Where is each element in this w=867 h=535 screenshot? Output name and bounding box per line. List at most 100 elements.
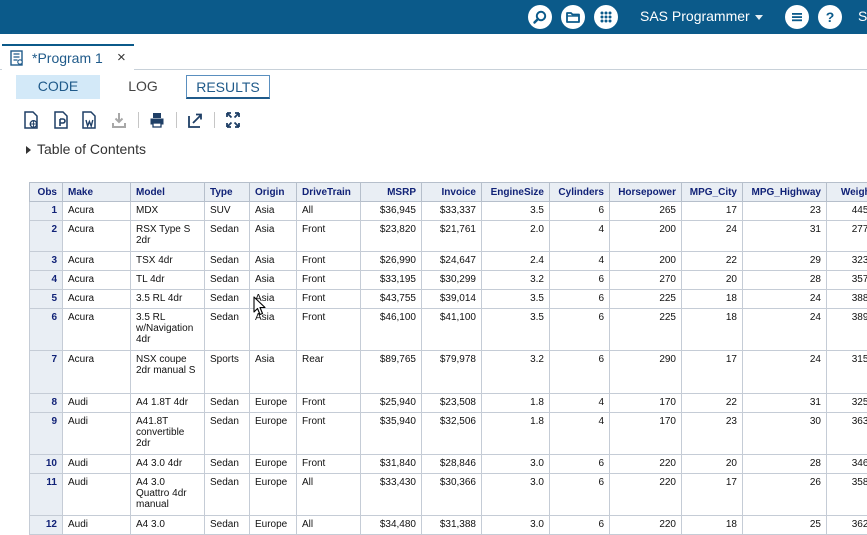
- column-header-invoice: Invoice: [421, 182, 482, 202]
- table-cell: 6: [549, 201, 610, 221]
- table-row: 4 Acura TL 4dr Sedan Asia Front $33,195 $30,299…: [29, 270, 867, 290]
- table-cell: Sedan: [204, 515, 250, 535]
- table-cell: 29: [742, 251, 827, 271]
- table-cell: 24: [742, 289, 827, 309]
- tab-results[interactable]: RESULTS: [186, 75, 270, 99]
- table-cell: Europe: [249, 454, 297, 474]
- table-cell: $36,945: [360, 201, 422, 221]
- truncated-menu-label[interactable]: S: [858, 8, 867, 24]
- table-cell: 170: [609, 393, 682, 413]
- table-cell: 4451: [826, 201, 867, 221]
- open-in-new-window-icon[interactable]: [186, 110, 204, 130]
- mouse-cursor-icon: [253, 296, 266, 316]
- table-cell: SUV: [204, 201, 250, 221]
- table-cell: 3252: [826, 393, 867, 413]
- table-cell: 28: [742, 270, 827, 290]
- table-cell: Sedan: [204, 289, 250, 309]
- user-menu[interactable]: SAS Programmer: [640, 8, 763, 24]
- download-icon[interactable]: [110, 110, 128, 130]
- table-row: 1 Acura MDX SUV Asia All $36,945 $33,337 3.5 6 265…: [29, 201, 867, 221]
- table-cell: Europe: [249, 393, 297, 413]
- table-cell: Audi: [62, 473, 131, 516]
- download-word-icon[interactable]: [80, 110, 98, 130]
- table-cell: Acura: [62, 220, 131, 252]
- table-cell: 3.5: [481, 308, 550, 351]
- table-cell: Front: [296, 251, 361, 271]
- results-table-container[interactable]: Obs Make Model Type Origin DriveTrain MS…: [29, 182, 867, 535]
- table-row: 2 Acura RSX Type S 2dr Sedan Asia Front $23,82…: [29, 220, 867, 252]
- table-cell: A4 3.0 Quattro 4dr manual: [130, 473, 205, 516]
- table-cell: 3.5 RL 4dr: [130, 289, 205, 309]
- table-cell: 1.8: [481, 393, 550, 413]
- table-cell: 2: [29, 220, 63, 252]
- table-cell: $39,014: [421, 289, 482, 309]
- download-pdf-icon[interactable]: [52, 110, 70, 130]
- maximize-icon[interactable]: [224, 110, 242, 130]
- print-icon[interactable]: [148, 110, 166, 130]
- table-cell: 26: [742, 473, 827, 516]
- table-cell: Asia: [249, 251, 297, 271]
- table-cell: RSX Type S 2dr: [130, 220, 205, 252]
- table-cell: 5: [29, 289, 63, 309]
- toolbar-divider: [138, 112, 139, 128]
- table-cell: Acura: [62, 201, 131, 221]
- folder-icon[interactable]: [561, 5, 585, 29]
- chevron-down-icon: [754, 14, 763, 20]
- table-cell: 24: [681, 220, 743, 252]
- table-cell: Sedan: [204, 251, 250, 271]
- column-header-enginesize: EngineSize: [481, 182, 550, 202]
- table-cell: $30,366: [421, 473, 482, 516]
- table-cell: 4: [549, 251, 610, 271]
- svg-text:?: ?: [826, 9, 835, 25]
- table-cell: 4: [29, 270, 63, 290]
- column-header-msrp: MSRP: [360, 182, 422, 202]
- table-row: 9 Audi A41.8T convertible 2dr Sedan Europe Fr…: [29, 412, 867, 455]
- chevron-right-icon: [26, 146, 31, 155]
- tab-log[interactable]: LOG: [128, 78, 158, 94]
- table-cell: 20: [681, 270, 743, 290]
- program-tab-strip: *Program 1 ×: [0, 34, 867, 70]
- table-of-contents-toggle[interactable]: Table of Contents: [26, 141, 146, 157]
- table-cell: 3230: [826, 251, 867, 271]
- table-cell: $34,480: [360, 515, 422, 535]
- search-icon[interactable]: [528, 5, 552, 29]
- table-cell: 270: [609, 270, 682, 290]
- column-header-make: Make: [62, 182, 131, 202]
- table-cell: 24: [742, 350, 827, 394]
- table-cell: 290: [609, 350, 682, 394]
- tab-program-1[interactable]: *Program 1 ×: [2, 44, 134, 70]
- table-cell: 23: [681, 412, 743, 455]
- column-header-weight: Weight: [826, 182, 867, 202]
- table-body: 1 Acura MDX SUV Asia All $36,945 $33,337 3.5 6 265…: [29, 201, 867, 535]
- table-cell: Sedan: [204, 270, 250, 290]
- table-cell: All: [296, 515, 361, 535]
- table-cell: $79,978: [421, 350, 482, 394]
- table-cell: 6: [549, 515, 610, 535]
- help-icon[interactable]: ?: [818, 5, 842, 29]
- apps-grid-icon[interactable]: [594, 5, 618, 29]
- table-cell: 3.0: [481, 454, 550, 474]
- table-cell: $89,765: [360, 350, 422, 394]
- download-html-icon[interactable]: [22, 110, 40, 130]
- table-cell: Front: [296, 289, 361, 309]
- table-cell: All: [296, 201, 361, 221]
- column-header-cylinders: Cylinders: [549, 182, 610, 202]
- table-cell: Europe: [249, 412, 297, 455]
- table-cell: 170: [609, 412, 682, 455]
- menu-icon[interactable]: [785, 5, 809, 29]
- table-cell: A41.8T convertible 2dr: [130, 412, 205, 455]
- table-cell: $33,430: [360, 473, 422, 516]
- table-cell: Front: [296, 412, 361, 455]
- table-cell: 6: [549, 308, 610, 351]
- table-cell: Front: [296, 220, 361, 252]
- table-cell: Sedan: [204, 220, 250, 252]
- table-cell: 2.0: [481, 220, 550, 252]
- tab-code[interactable]: CODE: [16, 75, 100, 99]
- close-icon[interactable]: ×: [117, 49, 126, 66]
- table-cell: TSX 4dr: [130, 251, 205, 271]
- table-cell: 220: [609, 454, 682, 474]
- table-cell: 3893: [826, 308, 867, 351]
- toc-label: Table of Contents: [37, 141, 146, 157]
- results-table: Obs Make Model Type Origin DriveTrain MS…: [29, 182, 867, 535]
